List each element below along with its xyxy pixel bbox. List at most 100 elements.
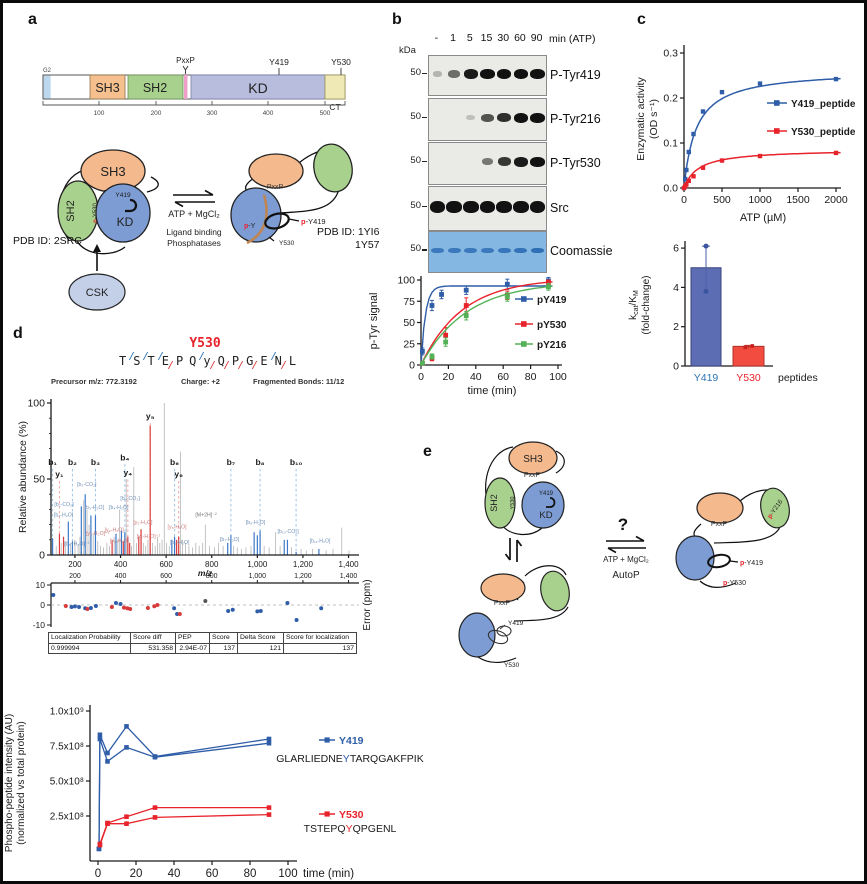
svg-text:b₂: b₂ — [68, 457, 77, 467]
e-sh3-open — [480, 573, 526, 603]
svg-text:Y419: Y419 — [339, 735, 364, 747]
lane-label: 60 — [514, 32, 526, 44]
sh3-domain — [89, 74, 126, 100]
lane-label: 90 — [530, 32, 543, 44]
aa-scale-ruler — [42, 101, 346, 106]
blot-label: P-Tyr419 — [550, 67, 601, 82]
seq-residue: E — [260, 354, 268, 368]
wb-band — [530, 156, 545, 167]
svg-text:0.0: 0.0 — [663, 183, 678, 195]
wb-band — [531, 247, 545, 254]
e-kd-phospho — [675, 535, 715, 581]
svg-text:2: 2 — [673, 321, 679, 333]
svg-text:800: 800 — [206, 573, 218, 580]
ct-label: CT — [329, 102, 340, 112]
svg-text:y₅: y₅ — [146, 411, 155, 421]
svg-text:100: 100 — [397, 275, 415, 287]
wb-band — [513, 156, 529, 167]
svg-text:1.0x10⁹: 1.0x10⁹ — [50, 707, 84, 718]
td-score-for-localization: 137 — [283, 642, 357, 654]
e-sh3-phospho — [696, 492, 744, 524]
blot-P-Tyr530 — [428, 142, 547, 185]
kd-domain-label: KD — [248, 80, 267, 96]
y530-site-label: Y530 — [331, 57, 351, 67]
svg-text:(normalized vs total protein): (normalized vs total protein) — [16, 721, 27, 844]
e-pxxp-closed-label: PxxP — [524, 472, 541, 479]
atp-mgcl2-label: ATP + MgCl₂ — [168, 209, 220, 219]
sh2-domain — [127, 74, 184, 100]
svg-text:[b₂-CO₂]: [b₂-CO₂] — [54, 502, 74, 508]
panel-e-cartoon: SH3 PxxP SH2 Y530 KD Y419 PxxP Y419 Y530… — [458, 441, 790, 669]
wb-band — [448, 70, 460, 78]
svg-text:[b₅+H₂O]⁻¹: [b₅+H₂O]⁻¹ — [64, 541, 89, 547]
svg-text:pY530: pY530 — [537, 320, 567, 331]
svg-text:pY419: pY419 — [537, 295, 567, 306]
svg-text:(OD s⁻¹): (OD s⁻¹) — [648, 99, 660, 139]
svg-text:0: 0 — [409, 360, 415, 372]
sh2-domain-label: SH2 — [143, 81, 167, 95]
table-header-row: Localization Probability Score diff PEP … — [48, 632, 357, 644]
svg-text:kcat/KM: kcat/KM — [628, 290, 640, 320]
svg-text:Y530: Y530 — [736, 372, 761, 384]
sh3-domain-label: SH3 — [95, 81, 119, 95]
svg-text:10: 10 — [36, 580, 46, 590]
wb-band — [463, 200, 479, 213]
td-pep: 2.94E-07 — [175, 642, 210, 654]
pxxp-label: PxxP — [176, 56, 195, 65]
svg-text:500: 500 — [713, 194, 731, 206]
y419-site-label: Y419 — [269, 57, 289, 67]
svg-text:1500: 1500 — [786, 194, 810, 206]
e-pxxp-right-label: PxxP — [711, 521, 728, 528]
svg-text:[y₅-H₂O]: [y₅-H₂O] — [133, 520, 153, 526]
svg-text:Y419: Y419 — [694, 372, 719, 384]
wb-band — [480, 68, 495, 79]
svg-text:time (min): time (min) — [303, 868, 354, 880]
e-loop-open — [487, 629, 509, 645]
sh3-blob-open — [248, 153, 304, 189]
svg-text:75: 75 — [403, 296, 415, 308]
pxxp-segment — [184, 75, 188, 99]
svg-text:40: 40 — [470, 371, 482, 383]
svg-text:80: 80 — [244, 868, 257, 880]
svg-text:[b₁₁-H₂O]: [b₁₁-H₂O] — [310, 538, 331, 544]
lane-label: 1 — [450, 32, 456, 44]
svg-text:1,400: 1,400 — [340, 573, 358, 580]
e-loop-phospho — [707, 553, 731, 569]
seq-residue: P — [231, 354, 240, 368]
wb-band — [496, 200, 512, 213]
y530-open-label: Y530 — [279, 240, 295, 247]
svg-text:0.3: 0.3 — [663, 48, 678, 60]
svg-text:1,400: 1,400 — [339, 560, 360, 569]
kd-domain — [190, 74, 326, 100]
kda-50-marker: 50 — [410, 66, 421, 78]
y419-closed-label: Y419 — [115, 192, 131, 199]
wb-band — [529, 200, 546, 213]
fragmented-bonds-label: Fragmented Bonds: 11/12 — [253, 377, 345, 386]
svg-text:[M+2H]⁻²: [M+2H]⁻² — [195, 513, 217, 519]
svg-text:TSTEPQYQPGENL: TSTEPQYQPGENL — [304, 823, 397, 835]
svg-text:y₆: y₆ — [174, 469, 183, 479]
blot-Src — [428, 186, 547, 231]
e-y530-open-label: Y530 — [504, 662, 520, 669]
kda-50-marker: 50 — [410, 154, 421, 166]
e-pxxp-open-label: PxxP — [494, 600, 511, 607]
seq-residue: N — [274, 354, 282, 368]
svg-text:0: 0 — [39, 550, 45, 562]
blot-P-Tyr216 — [428, 98, 547, 141]
wb-band — [446, 200, 462, 213]
svg-text:Error (ppm): Error (ppm) — [362, 579, 373, 630]
equilibrium-arrow-bottom — [174, 201, 215, 208]
wb-band — [513, 112, 529, 123]
wb-band — [432, 71, 443, 77]
pdb-2src-label: PDB ID: 2SRC — [13, 235, 82, 247]
ct-segment — [324, 74, 346, 100]
svg-text:1,200: 1,200 — [293, 560, 314, 569]
th-delta-score: Delta Score — [237, 632, 284, 644]
svg-text:[y₃-H₂O]⁻²: [y₃-H₂O]⁻² — [86, 531, 110, 537]
g2-segment — [43, 75, 51, 99]
svg-text:[b₃-CO₂]: [b₃-CO₂] — [77, 482, 97, 488]
g2-label: G2 — [43, 68, 52, 74]
svg-text:b₄: b₄ — [120, 452, 129, 462]
